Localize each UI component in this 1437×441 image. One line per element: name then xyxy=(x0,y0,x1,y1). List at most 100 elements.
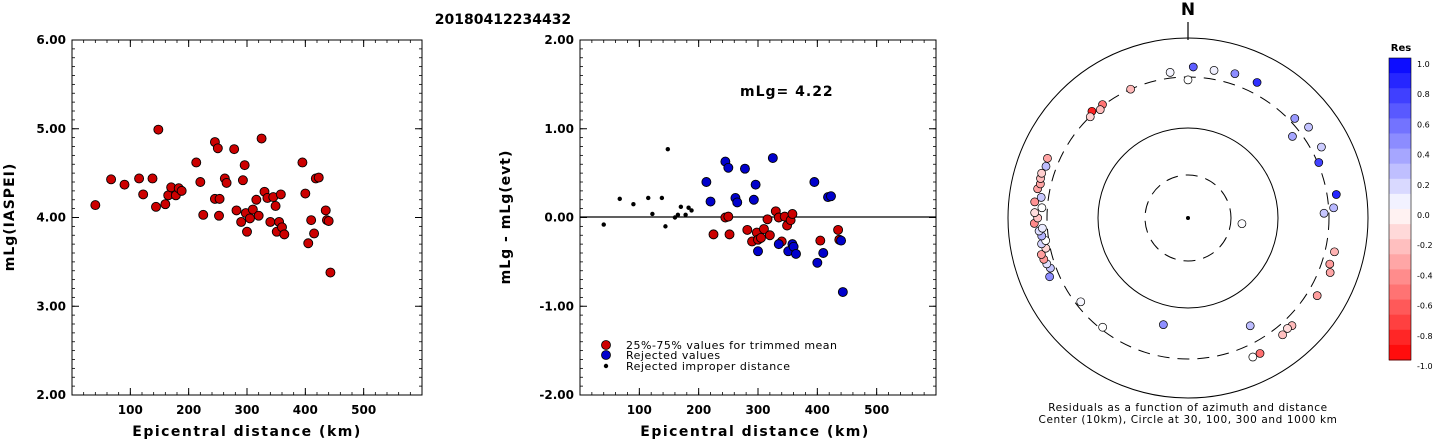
residual-point xyxy=(1209,66,1219,75)
data-point xyxy=(701,177,712,187)
x-axis-label: Epicentral distance (km) xyxy=(640,424,869,440)
x-tick-label: 100 xyxy=(118,403,143,417)
residual-point xyxy=(1325,259,1335,269)
data-point xyxy=(253,210,264,221)
residual-point xyxy=(1278,330,1287,340)
data-point xyxy=(256,133,267,144)
residual-point xyxy=(1085,112,1095,122)
ring-100km xyxy=(1097,127,1279,309)
data-point xyxy=(134,173,145,184)
data-point xyxy=(724,229,735,240)
colorbar-cell xyxy=(1389,314,1411,331)
data-point xyxy=(705,196,716,207)
residual-point xyxy=(1245,321,1255,331)
colorbar-tick-label: 0.4 xyxy=(1417,151,1430,160)
legend-label-trimmed: 25%-75% values for trimmed mean xyxy=(626,339,838,352)
y-tick-label: 2.00 xyxy=(36,388,66,402)
residual-point xyxy=(1237,219,1247,229)
y-tick-label: 6.00 xyxy=(36,33,66,47)
residual-point xyxy=(1330,247,1339,257)
colorbar-tick-label: -0.8 xyxy=(1417,332,1433,341)
data-point-small xyxy=(683,212,688,218)
x-tick-label: 300 xyxy=(745,403,770,417)
residual-point xyxy=(1183,75,1193,85)
residual-point xyxy=(1030,197,1040,207)
data-point xyxy=(176,185,187,196)
ring-1000km xyxy=(1007,37,1369,399)
data-point-small xyxy=(663,224,668,229)
data-point-small xyxy=(601,222,606,227)
residual-point xyxy=(1255,349,1265,358)
y-tick-label: -1.00 xyxy=(539,299,574,313)
magnitude-distance-plot: 100 200 300 400 500 2.00 3.00 4.00 5.00 6.00 Epic… xyxy=(2,33,423,440)
residual-point xyxy=(1159,320,1168,329)
residual-distance-plot: 100 200 300 400 500 -2.00 -1.00 0.00 1.00 2.00 mL… xyxy=(498,33,937,440)
data-point xyxy=(762,214,773,225)
data-point xyxy=(742,224,753,235)
y-tick-label: 3.00 xyxy=(36,299,66,313)
residual-point xyxy=(1188,62,1198,72)
residual-point xyxy=(1037,203,1047,213)
x-axis-label: Epicentral distance (km) xyxy=(132,424,361,440)
data-point xyxy=(773,239,784,250)
x-tick-label: 400 xyxy=(293,403,318,417)
north-label: N xyxy=(1181,0,1195,20)
data-point-small xyxy=(672,215,678,220)
data-point xyxy=(323,216,334,227)
residual-point xyxy=(1248,352,1258,362)
data-point xyxy=(300,188,311,199)
data-point xyxy=(756,232,766,243)
colorbar-cell xyxy=(1389,118,1411,134)
residual-point xyxy=(1331,190,1341,199)
y-axis-label: mLg(IASPEI) xyxy=(2,163,18,272)
caption-line-2: Center (10km), Circle at 30, 100, 300 an… xyxy=(1039,414,1338,426)
data-point xyxy=(815,235,826,246)
data-point xyxy=(309,228,320,239)
colorbar-cell xyxy=(1389,133,1411,150)
colorbar-cell xyxy=(1389,269,1411,285)
colorbar-tick-label: 0.0 xyxy=(1417,211,1430,220)
colorbar-cell xyxy=(1389,178,1411,195)
data-point xyxy=(195,177,206,187)
data-point xyxy=(244,213,255,224)
data-point xyxy=(239,160,250,171)
data-point xyxy=(251,194,262,205)
residual-point xyxy=(1095,105,1105,114)
residual-point xyxy=(1329,203,1338,213)
data-point xyxy=(767,153,778,163)
residual-point xyxy=(1043,154,1052,163)
colorbar-cell xyxy=(1389,148,1411,165)
colorbar-frame xyxy=(1388,57,1412,361)
colorbar-cell xyxy=(1389,344,1411,361)
colorbar-tick-label: -1.0 xyxy=(1417,362,1433,371)
data-point xyxy=(214,193,225,204)
data-point-small xyxy=(617,196,622,202)
data-point xyxy=(138,189,149,200)
data-point xyxy=(303,238,314,249)
residual-point xyxy=(1325,268,1335,277)
y-tick-label: 1.00 xyxy=(544,122,574,136)
data-point xyxy=(160,199,171,210)
colorbar: Res 1.0 0.8 0.6 0.4 0.2 0.0 -0.2 -0.4 -0.6 -0.8 -1… xyxy=(1388,43,1433,371)
colorbar-cell xyxy=(1389,58,1411,74)
data-point xyxy=(275,189,286,200)
residual-point xyxy=(1165,68,1175,77)
data-point xyxy=(221,177,232,188)
colorbar-cell xyxy=(1389,284,1411,301)
y-tick-label: 2.00 xyxy=(544,33,574,47)
residual-point xyxy=(1038,223,1047,233)
colorbar-tick-label: -0.2 xyxy=(1417,241,1433,250)
colorbar-cell xyxy=(1389,103,1411,119)
legend-marker-trimmed xyxy=(601,340,611,350)
residual-point xyxy=(1030,208,1040,217)
data-point xyxy=(750,179,761,190)
colorbar-tick-label: 0.8 xyxy=(1417,90,1430,99)
y-tick-label: 0.00 xyxy=(544,211,574,225)
y-tick-label: 4.00 xyxy=(36,211,66,225)
residual-point xyxy=(1290,114,1300,123)
data-point xyxy=(723,162,734,173)
data-point xyxy=(151,201,161,212)
colorbar-cell xyxy=(1389,254,1411,270)
data-point xyxy=(753,246,763,257)
data-point xyxy=(279,229,290,240)
